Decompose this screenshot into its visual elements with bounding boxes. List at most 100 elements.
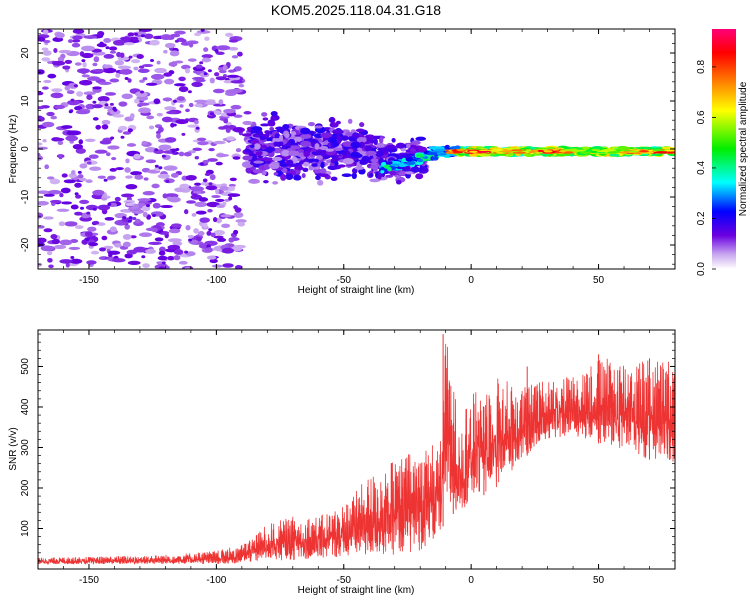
spectrogram-cell xyxy=(163,165,178,171)
spectrogram-cell xyxy=(118,101,128,107)
spectrogram-cell xyxy=(113,39,126,46)
spectrogram-cell xyxy=(133,246,147,253)
spectrogram-cell xyxy=(110,136,115,140)
spectrogram-cell xyxy=(172,241,183,246)
spectrogram-cell xyxy=(580,151,591,154)
spectrogram-cell xyxy=(187,90,192,94)
spectrogram-cell xyxy=(43,193,55,197)
colorbar: 0.0 0.2 0.4 0.6 0.8 Normalized spectral ampl… xyxy=(696,29,749,276)
spectrogram-cell xyxy=(92,104,103,109)
spectrogram-cell xyxy=(229,88,243,93)
spectrogram-cell xyxy=(137,68,150,73)
spectrogram-cell xyxy=(361,155,370,162)
spectrogram-cell xyxy=(225,128,231,133)
spectrogram-cell xyxy=(253,143,261,150)
spectrogram-cell xyxy=(137,198,152,202)
spectrogram-cell xyxy=(227,46,239,51)
spectrogram-cell xyxy=(174,39,179,43)
spectrogram-cell xyxy=(213,229,226,236)
spectrogram-cell xyxy=(125,158,130,164)
spectrogram-cell xyxy=(223,108,236,114)
spectrogram-cell xyxy=(76,91,84,97)
spectrogram-cell xyxy=(327,165,339,171)
spectrogram-cell xyxy=(270,110,278,117)
spectrogram-cell xyxy=(87,76,101,81)
spectrogram-cell xyxy=(230,104,242,110)
spectrogram-cell xyxy=(184,209,189,215)
spectrogram-cell xyxy=(242,120,253,126)
spectrogram-cell xyxy=(212,103,226,107)
spectrogram-cell xyxy=(207,208,213,213)
spectrogram-cell xyxy=(72,35,83,40)
spectrogram-cell xyxy=(133,66,139,71)
spectrogram-cell xyxy=(38,69,45,75)
spectrogram-cell xyxy=(369,178,381,183)
spectrogram-cell xyxy=(105,46,110,50)
spectrogram-cell xyxy=(208,228,213,232)
spectrogram-cell xyxy=(98,81,112,85)
spectrogram-cell xyxy=(320,132,333,138)
spectrogram-cell xyxy=(50,115,57,120)
spectrogram-cell xyxy=(406,143,411,149)
spectrogram-cell xyxy=(158,250,166,256)
spectrogram-cell xyxy=(209,112,214,116)
spectrogram-cell xyxy=(401,157,407,162)
spectrogram-cell xyxy=(452,145,461,150)
spectrogram-cell xyxy=(136,95,149,101)
spectrogram-cell xyxy=(228,183,236,187)
spectrogram-cell xyxy=(268,162,280,170)
spectrogram-cell xyxy=(188,238,193,242)
spectrogram-cell xyxy=(322,155,331,159)
spectrogram-cell xyxy=(273,140,284,147)
spectrogram-cell xyxy=(74,182,82,188)
spectrogram-cell xyxy=(351,172,357,180)
spectrogram-cell xyxy=(409,148,416,152)
spectrogram-cell xyxy=(150,59,154,62)
spectrogram-cell xyxy=(166,110,177,115)
spectrogram-cell xyxy=(122,208,130,213)
spectrogram-cell xyxy=(225,32,234,37)
spectrogram-cell xyxy=(109,168,117,172)
spectrogram-cell xyxy=(89,166,102,171)
spectrogram-cell xyxy=(156,133,161,139)
spectrogram-cell xyxy=(141,255,146,259)
spectrogram-cell xyxy=(280,173,287,181)
spectrogram-cell xyxy=(109,78,120,83)
spectrogram-cell xyxy=(51,88,63,92)
spectrogram-cell xyxy=(395,142,406,149)
y-tick-label: 20 xyxy=(20,47,31,59)
spectrogram-cell xyxy=(229,177,237,182)
spectrogram-cell xyxy=(46,111,55,117)
spectrogram-cell xyxy=(107,145,120,150)
spectrogram-cell xyxy=(68,173,77,179)
spectrogram-cell xyxy=(428,146,443,149)
spectrogram-cell xyxy=(122,216,127,220)
chart-title: KOM5.2025.118.04.31.G18 xyxy=(271,2,441,18)
spectrogram-cell xyxy=(75,225,84,230)
spectrogram-cell xyxy=(116,51,122,58)
spectrogram-cell xyxy=(372,135,379,140)
spectrogram-cell xyxy=(380,170,385,174)
spectrogram-cell xyxy=(255,151,263,156)
spectrogram-cell xyxy=(340,135,349,141)
spectrogram-cell xyxy=(107,202,112,206)
spectrogram-cell xyxy=(81,74,90,78)
spectrogram-cell xyxy=(185,225,191,231)
spectrogram-cell xyxy=(61,125,73,129)
spectrogram-cell xyxy=(266,146,273,154)
spectrogram-cell xyxy=(201,54,214,59)
spectrogram-cell xyxy=(243,111,252,115)
spectrogram-cell xyxy=(68,246,81,250)
spectrogram-cell xyxy=(160,204,173,209)
spectrogram-cell xyxy=(134,32,138,36)
spectrogram-cell xyxy=(235,148,242,153)
spectrogram-cell xyxy=(174,30,186,35)
spectrogram-cell xyxy=(97,96,110,102)
spectrogram-cell xyxy=(249,144,255,148)
spectrogram-cell xyxy=(162,97,173,102)
spectrogram-cell xyxy=(261,112,268,117)
spectrogram-cell xyxy=(391,137,396,143)
spectrogram-cell xyxy=(156,112,163,117)
spectrogram-cell xyxy=(252,133,263,138)
spectrogram-cell xyxy=(652,149,664,152)
